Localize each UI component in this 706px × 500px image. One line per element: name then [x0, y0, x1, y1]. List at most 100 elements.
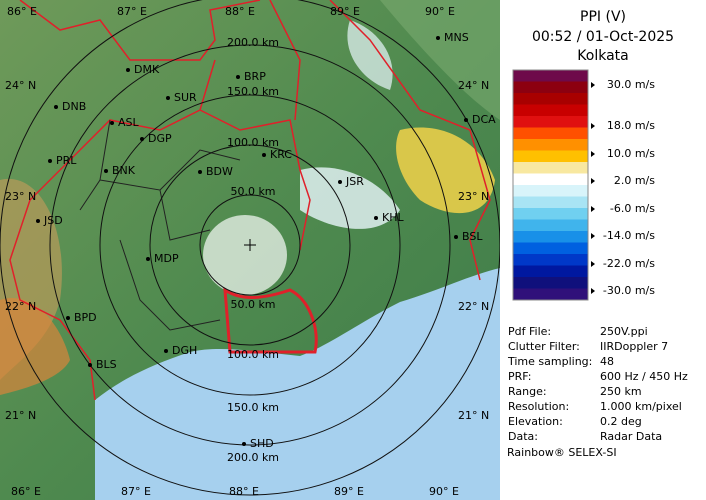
range-rings	[0, 0, 500, 496]
range-label: 50.0 km	[230, 185, 275, 198]
city-label: JSD	[43, 214, 63, 227]
info-key: Range:	[508, 385, 547, 398]
scale-label: 30.0 m/s	[607, 78, 655, 91]
info-key: Elevation:	[508, 415, 563, 428]
city-label: BPD	[74, 311, 97, 324]
city-label: SUR	[174, 91, 197, 104]
lat-label: 21° N	[5, 409, 36, 422]
city-label: DGP	[148, 132, 172, 145]
city-label: DNB	[62, 100, 86, 113]
range-label: 150.0 km	[227, 401, 279, 414]
range-label: 150.0 km	[227, 85, 279, 98]
city-dot	[242, 442, 246, 446]
scale-band	[513, 265, 588, 278]
city-dot	[454, 235, 458, 239]
range-ring	[149, 144, 351, 346]
city-dot	[464, 118, 468, 122]
info-key: Time sampling:	[507, 355, 592, 368]
city-label: SHD	[250, 437, 274, 450]
city-dot	[88, 363, 92, 367]
city-label: MDP	[154, 252, 179, 265]
info-key: PRF:	[508, 370, 531, 383]
info-key: Resolution:	[508, 400, 569, 413]
city-label: BLS	[96, 358, 117, 371]
scale-arrow	[591, 233, 595, 239]
scale-band	[513, 150, 588, 163]
scale-band	[513, 173, 588, 186]
city-dot	[54, 105, 58, 109]
city-label: KRC	[270, 148, 292, 161]
scale-band	[513, 242, 588, 255]
city-dot	[164, 349, 168, 353]
info-value: Radar Data	[600, 430, 662, 443]
city-dot	[146, 257, 150, 261]
city-dot	[110, 121, 114, 125]
scale-band	[513, 288, 588, 301]
city-label: BSL	[462, 230, 483, 243]
echo	[396, 127, 495, 214]
city-label: PRL	[56, 154, 77, 167]
lat-label: 21° N	[458, 409, 489, 422]
scale-arrow	[591, 261, 595, 267]
city-label: BDW	[206, 165, 233, 178]
info-value: 250V.ppi	[600, 325, 648, 338]
info-value: IIRDoppler 7	[600, 340, 668, 353]
range-ring	[0, 0, 500, 496]
lon-label: 90° E	[429, 485, 459, 498]
lon-label: 87° E	[117, 5, 147, 18]
scale-band	[513, 70, 588, 82]
range-label: 100.0 km	[227, 348, 279, 361]
city-dot	[198, 170, 202, 174]
city-dot	[36, 219, 40, 223]
city-label: JSR	[345, 175, 364, 188]
scale-band	[513, 231, 588, 243]
city-dot	[374, 216, 378, 220]
scale-arrow	[591, 82, 595, 88]
lat-label: 23° N	[5, 190, 36, 203]
scale-frame	[512, 69, 589, 301]
city-label: MNS	[444, 31, 469, 44]
lat-label: 23° N	[458, 190, 489, 203]
lat-label: 22° N	[5, 300, 36, 313]
lon-label: 86° E	[7, 5, 37, 18]
city-dot	[66, 316, 70, 320]
district-borders	[79, 119, 241, 331]
range-label: 200.0 km	[227, 36, 279, 49]
borders	[9, 0, 491, 401]
scale-arrow	[591, 288, 595, 294]
station: Kolkata	[577, 48, 628, 64]
lon-label: 88° E	[229, 485, 259, 498]
city-label: BRP	[244, 70, 266, 83]
city-label: BNK	[112, 164, 136, 177]
info-value: 600 Hz / 450 Hz	[600, 370, 688, 383]
lat-label: 24° N	[458, 79, 489, 92]
scale-band	[513, 277, 588, 289]
terrain	[380, 0, 500, 120]
footer: Rainbow® SELEX-SI	[507, 446, 617, 459]
range-label: 200.0 km	[227, 451, 279, 464]
info-value: 1.000 km/pixel	[600, 400, 682, 413]
lat-label: 22° N	[458, 300, 489, 313]
lon-label: 88° E	[225, 5, 255, 18]
scale-band	[513, 93, 588, 105]
city-dot	[140, 137, 144, 141]
echo	[347, 20, 393, 90]
scale-band	[513, 185, 588, 197]
scale-band	[513, 139, 588, 151]
city-dot	[236, 75, 240, 79]
scale-arrow	[591, 178, 595, 184]
scale-band	[513, 208, 588, 220]
city-dot	[338, 180, 342, 184]
lon-label: 86° E	[11, 485, 41, 498]
terrain	[0, 298, 70, 395]
range-ring	[49, 44, 451, 446]
scale-band	[513, 104, 588, 117]
city-dot	[166, 96, 170, 100]
scale-label: 18.0 m/s	[607, 119, 655, 132]
city-dot	[104, 169, 108, 173]
city-label: DGH	[172, 344, 197, 357]
lon-label: 89° E	[334, 485, 364, 498]
scale-arrow	[591, 151, 595, 157]
